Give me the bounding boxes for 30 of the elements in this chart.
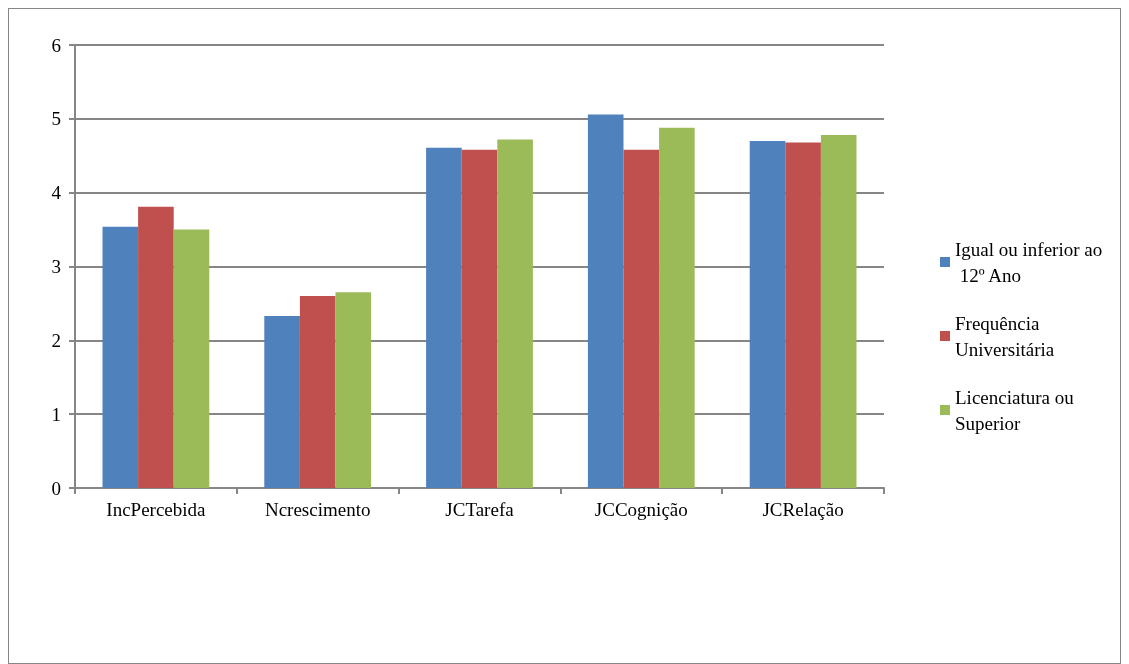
bar	[623, 149, 660, 488]
bar	[173, 229, 210, 488]
y-tick-label: 5	[51, 108, 61, 130]
bar	[587, 114, 624, 488]
x-tick-label: JCRelação	[762, 499, 844, 520]
legend-label: Frequência Universitária	[955, 312, 1055, 360]
bar	[335, 292, 372, 488]
bar	[264, 315, 300, 488]
bar	[138, 206, 174, 488]
x-tick-label: JCCognição	[594, 499, 688, 520]
bar	[785, 142, 821, 488]
legend-label: Licenciatura ou Superior	[955, 386, 1079, 434]
x-tick-label: JCTarefa	[445, 499, 515, 520]
bar	[659, 127, 695, 488]
bar	[461, 149, 498, 488]
bar	[820, 135, 857, 488]
y-tick-label: 3	[51, 256, 61, 277]
y-tick-label: 6	[51, 34, 61, 56]
y-tick-label: 2	[51, 329, 61, 351]
y-tick-label: 0	[51, 477, 61, 499]
x-tick-label: Ncrescimento	[264, 499, 371, 520]
x-tick-label: IncPercebida	[106, 499, 207, 520]
y-tick-label: 1	[51, 403, 61, 425]
legend-label: Igual ou inferior ao 12º Ano	[955, 238, 1103, 286]
bar	[749, 140, 786, 488]
bar	[102, 226, 139, 488]
bar	[497, 139, 533, 488]
y-tick-label: 4	[51, 182, 62, 204]
bar	[426, 147, 462, 488]
bar	[299, 296, 336, 488]
